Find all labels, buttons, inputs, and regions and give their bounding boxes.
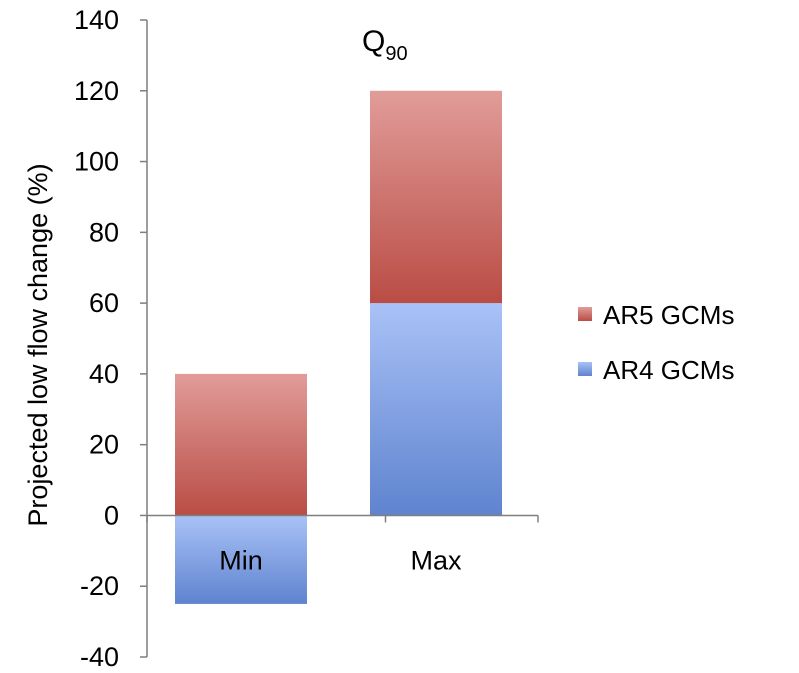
- chart-title-main: Q: [362, 25, 385, 58]
- legend-label-ar4-gcms: AR4 GCMs: [603, 355, 734, 385]
- legend-swatch-ar5-gcms: [578, 307, 592, 321]
- category-labels: Min Max: [219, 545, 462, 575]
- chart-title: Q90: [362, 25, 408, 65]
- y-tick-label: 40: [89, 359, 119, 389]
- category-label-max: Max: [410, 545, 462, 575]
- y-tick-label: 20: [89, 430, 119, 460]
- y-tick-label: 120: [74, 76, 119, 106]
- bar-ar4-gcms-max: [370, 303, 502, 516]
- legend-swatch-ar4-gcms: [578, 362, 592, 376]
- legend: AR5 GCMs AR4 GCMs: [578, 300, 734, 385]
- bar-ar5-gcms-min: [175, 373, 307, 516]
- chart-title-subscript: 90: [385, 43, 407, 65]
- y-tick-labels: 140 120 100 80 60 40 20 0 -20 -40: [74, 5, 119, 672]
- category-label-min: Min: [219, 545, 263, 575]
- y-axis-title: Projected low flow change (%): [23, 163, 53, 526]
- y-tick-label: 60: [89, 288, 119, 318]
- bars-group: [175, 90, 502, 604]
- y-tick-label: 140: [74, 5, 119, 35]
- y-tick-label: -20: [80, 571, 119, 601]
- axes-group: [140, 19, 539, 658]
- y-tick-label: 100: [74, 147, 119, 177]
- bar-ar5-gcms-max: [370, 90, 502, 304]
- y-tick-label: 0: [104, 500, 119, 530]
- y-tick-label: 80: [89, 217, 119, 247]
- legend-label-ar5-gcms: AR5 GCMs: [603, 300, 734, 330]
- bar-ar4-gcms-min: [175, 515, 307, 604]
- y-tick-label: -40: [80, 642, 119, 672]
